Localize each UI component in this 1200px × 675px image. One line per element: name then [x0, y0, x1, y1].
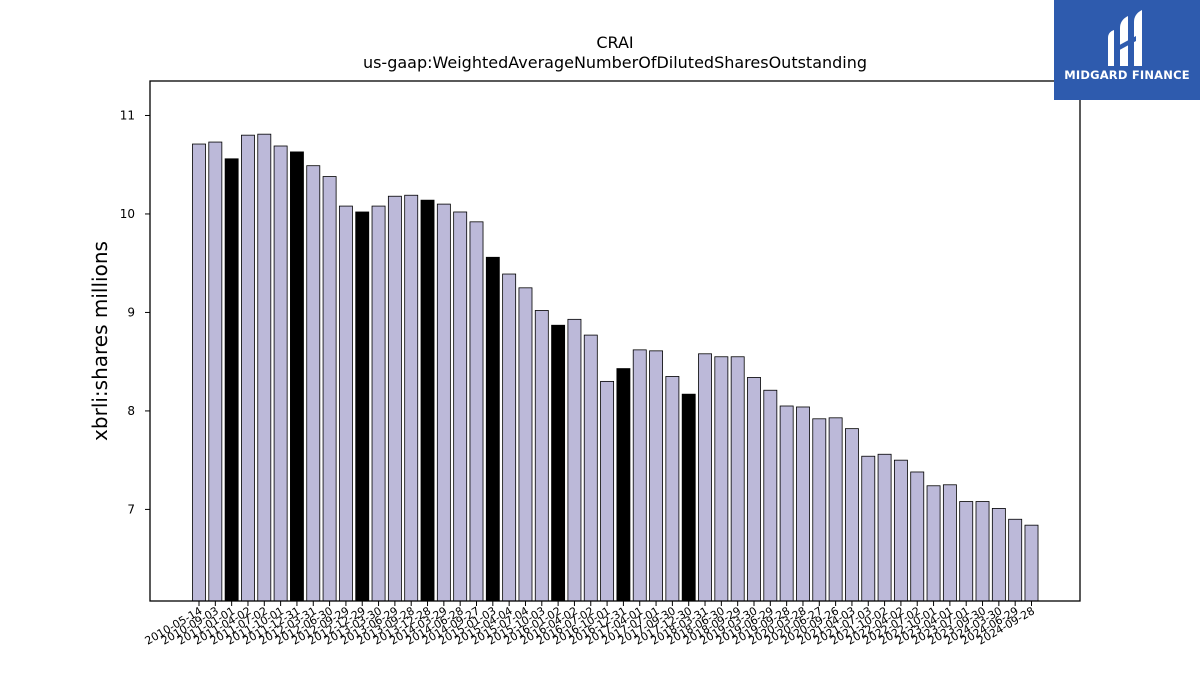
bar-2016-01-02 [551, 324, 566, 602]
bar-2012-06-30 [322, 176, 337, 602]
plot-frame [149, 80, 1081, 602]
bar-2023-07-01 [959, 501, 974, 602]
bar-2013-12-28 [420, 199, 435, 602]
midgard-logo-icon [1108, 10, 1142, 66]
chart-title: CRAI [596, 33, 633, 52]
bar-2019-03-30 [747, 377, 761, 602]
bar-2024-09-28 [1024, 524, 1039, 602]
bar-2012-12-29 [355, 211, 370, 602]
bar-2016-10-01 [600, 380, 615, 602]
midgard-logo: MIDGARD FINANCE [1054, 0, 1200, 100]
bar-2015-01-03 [485, 256, 500, 602]
bar-2022-10-01 [926, 485, 941, 602]
y-tick-label: 10 [120, 207, 135, 221]
bar-2013-09-28 [404, 194, 419, 602]
bars [192, 133, 1039, 602]
bar-2018-09-29 [730, 356, 745, 602]
bar-2013-03-30 [371, 205, 386, 602]
bar-2014-06-28 [453, 211, 468, 602]
bar-2020-03-28 [796, 406, 810, 602]
bar-2011-10-01 [273, 145, 288, 602]
bar-2011-01-01 [224, 158, 239, 602]
bar-2011-07-02 [257, 133, 272, 602]
bar-2017-09-30 [665, 376, 680, 602]
bar-2016-04-02 [567, 318, 582, 602]
bar-2014-03-29 [436, 203, 451, 602]
bar-2021-10-02 [877, 453, 892, 602]
bar-2016-12-31 [616, 368, 631, 602]
bar-2024-03-30 [991, 508, 1006, 602]
bar-2023-04-01 [942, 484, 957, 602]
bar-2013-06-29 [387, 195, 402, 602]
bar-2022-04-02 [893, 459, 908, 602]
bar-2015-04-04 [502, 273, 517, 602]
x-axis-ticks: 2010-05-142010-09-032011-01-012011-04-02… [143, 601, 1037, 648]
bar-2019-09-28 [779, 405, 794, 602]
bar-2015-07-04 [518, 287, 533, 602]
bar-2024-06-29 [1008, 518, 1023, 602]
bar-2016-07-02 [583, 334, 598, 602]
y-axis-ticks: 7 8 9 10 11 [120, 108, 150, 516]
bar-2018-03-31 [698, 353, 712, 602]
y-axis-label: xbrli:shares millions [88, 241, 112, 441]
bar-2021-07-03 [861, 455, 876, 602]
bar-2020-06-27 [812, 418, 827, 602]
bar-2021-04-03 [845, 428, 859, 602]
y-tick-label: 9 [127, 305, 135, 319]
bar-2010-09-03 [208, 141, 223, 602]
y-tick-label: 7 [127, 502, 135, 516]
logo-text: MIDGARD FINANCE [1064, 68, 1190, 82]
bar-2012-03-31 [306, 165, 321, 602]
y-tick-label: 8 [127, 404, 135, 418]
bar-2017-07-01 [649, 350, 663, 602]
bar-2012-09-29 [338, 205, 353, 602]
bar-2019-06-29 [763, 389, 778, 602]
bar-2023-09-30 [975, 501, 990, 602]
bar-2014-09-27 [469, 221, 484, 602]
bar-2011-12-31 [290, 151, 304, 602]
y-tick-label: 11 [120, 108, 135, 122]
bar-2020-09-26 [828, 417, 843, 602]
bar-2010-05-14 [192, 143, 206, 602]
bar-2015-10-03 [534, 310, 549, 602]
bar-2011-04-02 [241, 134, 255, 602]
bar-2017-12-30 [681, 393, 696, 602]
bar-2022-07-02 [910, 471, 925, 602]
chart-subtitle: us-gaap:WeightedAverageNumberOfDilutedSh… [363, 53, 867, 72]
bar-2018-06-30 [714, 356, 729, 602]
bar-2017-04-01 [632, 349, 647, 602]
